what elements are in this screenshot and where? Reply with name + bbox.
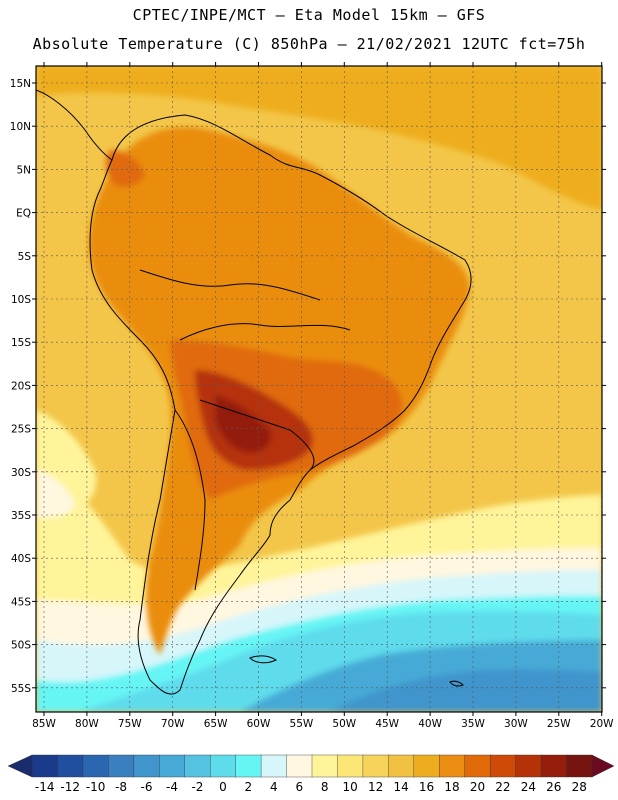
lat-label: 50S: [11, 640, 31, 652]
field-north-ocean: [36, 66, 602, 210]
colorbar-swatch: [515, 754, 542, 778]
colorbar-label: 4: [269, 780, 278, 794]
colorbar-swatch: [57, 754, 84, 778]
colorbar-label: -8: [115, 780, 128, 794]
colorbar-label: -12: [60, 780, 80, 794]
lon-label: 70W: [161, 718, 185, 730]
colorbar-low-arrow: [7, 754, 33, 778]
lon-label: 75W: [118, 718, 142, 730]
lat-label: 30S: [11, 467, 31, 479]
border-2: [179, 323, 351, 341]
colorbar-label: -2: [191, 780, 204, 794]
lat-label: 55S: [11, 683, 31, 695]
coastlines: [36, 89, 472, 695]
colorbar-swatch: [337, 754, 364, 778]
lon-label: 55W: [290, 718, 314, 730]
colorbar-label: 20: [469, 780, 486, 794]
lat-label: 10S: [11, 294, 31, 306]
colorbar-swatch: [286, 754, 313, 778]
lon-label: 50W: [332, 718, 356, 730]
colorbar-label: -14: [34, 780, 55, 794]
lat-label: 5S: [18, 251, 32, 263]
axis-ticks: [32, 62, 606, 716]
colorbar-label: 0: [219, 780, 227, 794]
south-america-outline: [89, 114, 472, 695]
colorbar-label: -4: [166, 780, 178, 794]
colorbar-swatch: [362, 754, 389, 778]
lon-label: 40W: [418, 718, 442, 730]
lon-label: 35W: [461, 718, 485, 730]
map-frame: [35, 65, 603, 713]
lon-label: 45W: [375, 718, 399, 730]
falklands: [249, 655, 277, 664]
colorbar-label: 12: [367, 780, 384, 794]
lat-label: 25S: [11, 424, 31, 436]
colorbar-label: 14: [393, 780, 409, 794]
colorbar-label: 10: [342, 780, 358, 794]
colorbar-label: 26: [546, 780, 562, 794]
lat-label: 15S: [11, 337, 31, 349]
colorbar-labels: -14 -12 -10 -8 -6 -4 -2 0 2 4 6 8 10 12 14 16 18 20 22 24 26…: [0, 780, 618, 798]
lat-label: EQ: [16, 208, 31, 220]
lat-label: 15N: [10, 78, 31, 90]
border-3: [199, 399, 315, 471]
lon-label: 20W: [590, 718, 614, 730]
colorbar-label: 6: [295, 780, 304, 794]
lon-label: 85W: [32, 718, 56, 730]
colorbar-label: 16: [418, 780, 435, 794]
colorbar-label: -6: [140, 780, 153, 794]
colorbar-swatch: [489, 754, 517, 778]
latitude-labels: 15N 10N 5N EQ 5S 10S 15S 20S 25S 30S 35S 40S 45S 50S 5…: [10, 78, 32, 695]
field-andes-hot: [105, 150, 145, 187]
lat-label: 45S: [11, 596, 31, 608]
lon-label: 30W: [504, 718, 528, 730]
lat-label: 10N: [10, 121, 31, 133]
field-blue: [330, 669, 602, 712]
colorbar-swatch: [260, 754, 288, 778]
colorbar-label: -10: [85, 780, 106, 794]
colorbar-swatch: [82, 754, 109, 778]
lon-label: 80W: [75, 718, 99, 730]
colorbar-swatch: [108, 754, 135, 778]
lon-label: 25W: [547, 718, 571, 730]
colorbar-swatch: [413, 754, 440, 778]
colorbar-high-arrow: [591, 754, 615, 778]
lon-label: 60W: [247, 718, 271, 730]
colorbar-label: 8: [320, 780, 329, 794]
colorbar-swatch: [464, 754, 491, 778]
border-1: [139, 269, 321, 301]
colorbar-swatch: [133, 754, 160, 778]
title-line-1: CPTEC/INPE/MCT – Eta Model 15km – GFS: [132, 6, 486, 24]
colorbar: [7, 754, 615, 778]
border-4: [174, 409, 206, 591]
colorbar-label: 28: [571, 780, 587, 794]
colorbar-swatch: [235, 754, 262, 778]
colorbar-swatch: [439, 754, 466, 778]
lat-label: 40S: [11, 553, 31, 565]
central-america: [36, 89, 113, 161]
colorbar-swatch: [184, 754, 211, 778]
longitude-labels: 85W 80W 75W 70W 65W 60W 55W 50W 45W 40W 35W 30W 25W 2…: [32, 718, 614, 730]
colorbar-swatch: [31, 754, 59, 778]
title-line-2: Absolute Temperature (C) 850hPa – 21/02/…: [32, 35, 586, 53]
field-pacific-cream: [36, 470, 75, 518]
colorbar-swatch: [566, 754, 593, 778]
colorbar-swatch: [540, 754, 568, 778]
temperature-field: [36, 66, 602, 712]
colorbar-swatch: [388, 754, 415, 778]
lat-label: 20S: [11, 380, 31, 392]
lon-label: 65W: [204, 718, 228, 730]
colorbar-label: 24: [520, 780, 536, 794]
graticule: [36, 66, 603, 712]
colorbar-label: 22: [495, 780, 511, 794]
lat-label: 35S: [11, 510, 31, 522]
colorbar-swatch: [159, 754, 186, 778]
south-georgia: [449, 680, 464, 687]
lat-label: 5N: [16, 164, 31, 176]
colorbar-swatch: [209, 754, 237, 778]
colorbar-label: 18: [444, 780, 460, 794]
colorbar-swatch: [311, 754, 339, 778]
colorbar-label: 2: [244, 780, 253, 794]
